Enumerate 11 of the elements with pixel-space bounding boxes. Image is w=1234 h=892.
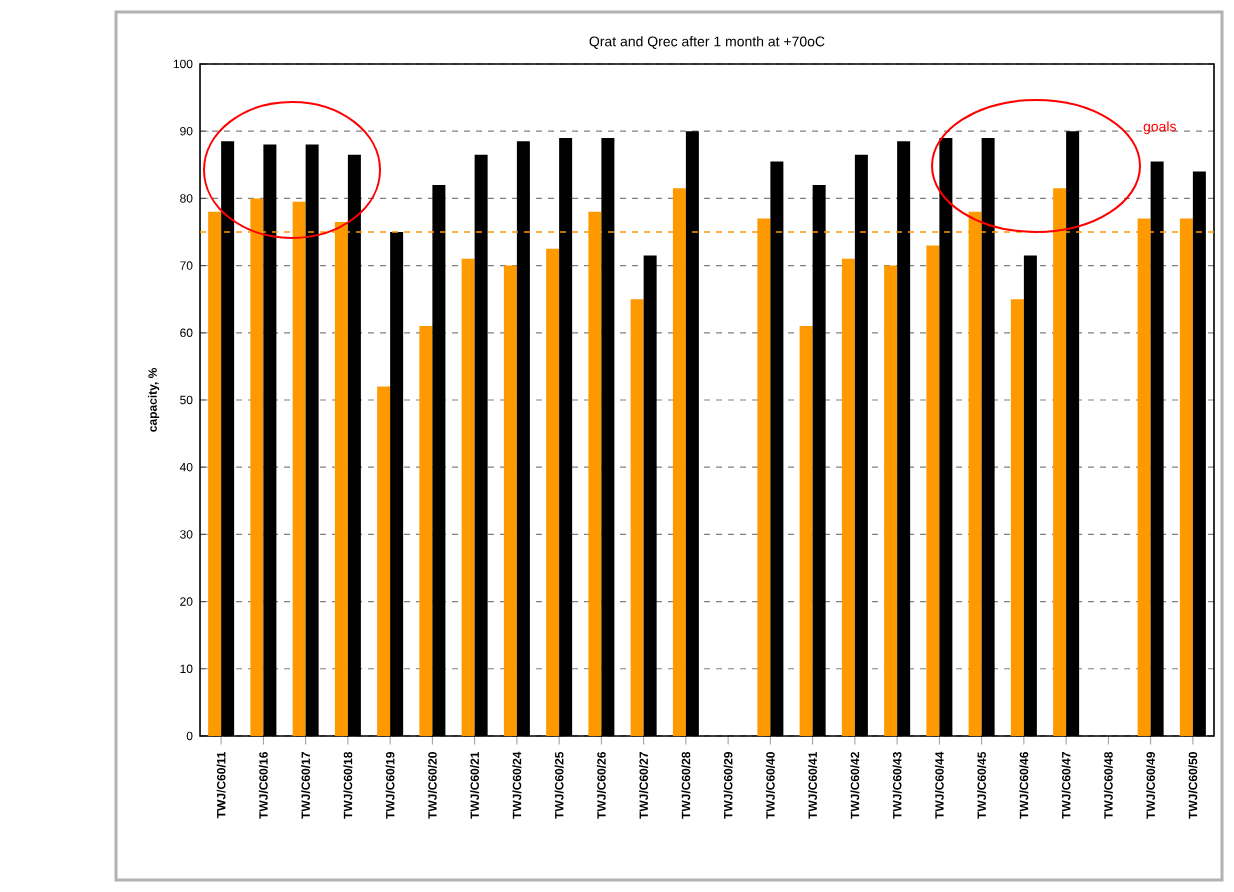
bar	[1010, 299, 1024, 736]
bar	[884, 265, 898, 736]
bar	[630, 299, 644, 736]
bar	[546, 248, 560, 736]
bar	[841, 258, 855, 736]
bar	[926, 245, 940, 736]
bar	[377, 386, 391, 736]
bar	[461, 258, 475, 736]
bar	[503, 265, 517, 736]
bar	[419, 326, 433, 736]
bar	[799, 326, 813, 736]
